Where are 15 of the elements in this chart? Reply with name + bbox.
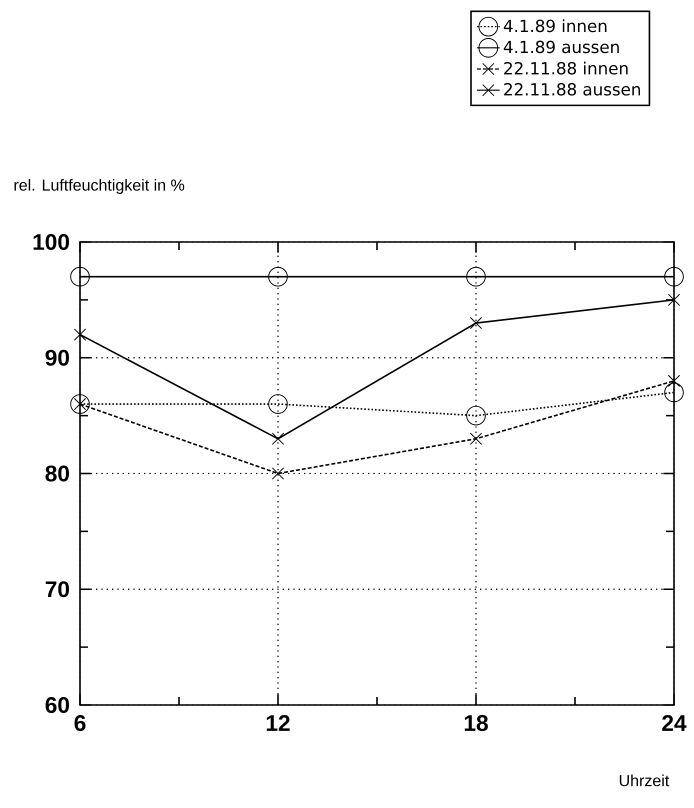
y-tick-label: 60 [46,696,70,714]
legend-label: 22.11.88 innen [504,62,628,75]
x-tick-label: 12 [266,715,290,731]
x-axis-title: Uhrzeit [620,774,670,786]
y-axis-title: rel. Luftfeuchtigkeit in % [14,178,184,194]
y-tick-label: 80 [45,465,70,482]
x-tick-label: 18 [464,715,488,732]
x-tick-label: 6 [74,715,86,732]
y-tick-label: 90 [46,350,70,366]
legend-label: 22.11.88 aussen [504,82,640,96]
y-tick-label: 70 [46,581,70,598]
legend-label: 4.1.89 aussen [504,40,619,54]
y-tick-label: 100 [34,234,70,250]
legend-label: 4.1.89 innen [504,19,606,32]
x-tick-label: 24 [662,715,686,731]
